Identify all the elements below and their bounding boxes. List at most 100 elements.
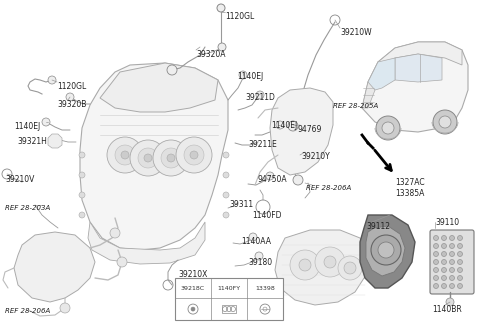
- Circle shape: [79, 212, 85, 218]
- Circle shape: [223, 212, 229, 218]
- Text: 39218C: 39218C: [181, 286, 205, 291]
- Circle shape: [217, 4, 225, 12]
- Text: 39180: 39180: [248, 258, 272, 267]
- Circle shape: [433, 283, 439, 289]
- Circle shape: [223, 172, 229, 178]
- Circle shape: [449, 268, 455, 273]
- Text: 13385A: 13385A: [395, 189, 424, 198]
- Circle shape: [315, 247, 345, 277]
- Circle shape: [293, 175, 303, 185]
- Text: 1120GL: 1120GL: [225, 12, 254, 21]
- Text: 13398: 13398: [255, 286, 275, 291]
- Text: 1140FD: 1140FD: [252, 211, 281, 220]
- Circle shape: [433, 252, 439, 256]
- Polygon shape: [360, 215, 415, 288]
- Text: 39110: 39110: [435, 218, 459, 227]
- Circle shape: [433, 110, 457, 134]
- Text: REF 28-205A: REF 28-205A: [333, 103, 378, 109]
- Circle shape: [121, 151, 129, 159]
- Bar: [175, 278, 283, 320]
- Circle shape: [457, 236, 463, 240]
- Circle shape: [161, 148, 181, 168]
- Circle shape: [42, 118, 50, 126]
- Circle shape: [457, 259, 463, 264]
- Circle shape: [276, 121, 284, 129]
- Text: 1140EJ: 1140EJ: [271, 121, 297, 130]
- Text: 39211D: 39211D: [245, 93, 275, 102]
- Circle shape: [446, 298, 454, 306]
- Circle shape: [79, 192, 85, 198]
- Polygon shape: [362, 42, 468, 132]
- Text: 1140AA: 1140AA: [241, 237, 271, 246]
- Circle shape: [255, 252, 263, 260]
- Polygon shape: [48, 134, 62, 148]
- Circle shape: [433, 259, 439, 264]
- Circle shape: [433, 243, 439, 249]
- Circle shape: [144, 154, 152, 162]
- Polygon shape: [368, 58, 395, 90]
- Circle shape: [433, 236, 439, 240]
- Circle shape: [457, 268, 463, 273]
- Circle shape: [442, 259, 446, 264]
- Circle shape: [218, 43, 226, 51]
- Circle shape: [130, 140, 166, 176]
- Circle shape: [324, 256, 336, 268]
- Circle shape: [239, 71, 247, 79]
- Circle shape: [457, 252, 463, 256]
- Circle shape: [442, 243, 446, 249]
- Circle shape: [60, 303, 70, 313]
- Polygon shape: [270, 88, 333, 175]
- Circle shape: [167, 65, 177, 75]
- Circle shape: [449, 243, 455, 249]
- Text: 1140EJ: 1140EJ: [237, 72, 263, 81]
- Text: 39311: 39311: [229, 200, 253, 209]
- Circle shape: [442, 268, 446, 273]
- Circle shape: [449, 283, 455, 289]
- Circle shape: [184, 145, 204, 165]
- Circle shape: [449, 236, 455, 240]
- Circle shape: [266, 172, 274, 180]
- Text: 39210Y: 39210Y: [301, 152, 330, 161]
- Circle shape: [457, 243, 463, 249]
- Circle shape: [66, 93, 74, 101]
- Circle shape: [223, 152, 229, 158]
- Polygon shape: [366, 226, 405, 276]
- Text: 39210V: 39210V: [5, 175, 35, 184]
- Circle shape: [290, 250, 320, 280]
- Text: 1140FY: 1140FY: [217, 286, 240, 291]
- Text: 39321H: 39321H: [17, 137, 47, 146]
- Circle shape: [442, 252, 446, 256]
- Polygon shape: [362, 62, 382, 108]
- Circle shape: [256, 91, 264, 99]
- Polygon shape: [14, 232, 95, 302]
- Text: 39320A: 39320A: [196, 50, 226, 59]
- Circle shape: [338, 256, 362, 280]
- Polygon shape: [80, 63, 228, 250]
- Circle shape: [249, 233, 257, 241]
- Circle shape: [442, 276, 446, 280]
- Polygon shape: [378, 42, 462, 68]
- Circle shape: [288, 121, 298, 131]
- Circle shape: [190, 151, 198, 159]
- Circle shape: [223, 192, 229, 198]
- Circle shape: [153, 140, 189, 176]
- Polygon shape: [275, 230, 368, 305]
- Text: REF 28-206A: REF 28-206A: [5, 308, 50, 314]
- Circle shape: [449, 259, 455, 264]
- Circle shape: [107, 137, 143, 173]
- Circle shape: [48, 76, 56, 84]
- Circle shape: [176, 137, 212, 173]
- Text: 94750A: 94750A: [258, 175, 288, 184]
- FancyBboxPatch shape: [430, 230, 474, 294]
- Circle shape: [344, 262, 356, 274]
- Circle shape: [433, 276, 439, 280]
- Text: REF 28-206A: REF 28-206A: [306, 185, 351, 191]
- Circle shape: [433, 268, 439, 273]
- Text: 39210X: 39210X: [178, 270, 207, 279]
- Text: 39211E: 39211E: [248, 140, 277, 149]
- Circle shape: [378, 242, 394, 258]
- Polygon shape: [100, 63, 218, 112]
- Circle shape: [457, 283, 463, 289]
- Circle shape: [115, 145, 135, 165]
- Text: 39320B: 39320B: [57, 100, 86, 109]
